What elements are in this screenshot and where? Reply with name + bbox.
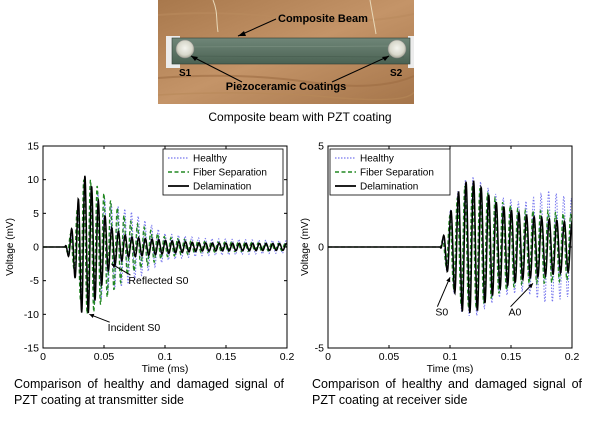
series-line-fiber-separation [43, 179, 287, 316]
composite-beam [171, 37, 411, 65]
y-tick-label: 5 [33, 208, 39, 220]
annotation-label: A0 [509, 307, 522, 319]
y-tick-label: -5 [315, 343, 324, 355]
lead-wire [369, 0, 377, 35]
piezo-coating-s1 [175, 39, 195, 59]
transmitter-caption: Comparison of healthy and damaged signal… [14, 377, 284, 407]
x-tick-label: 0.2 [565, 351, 580, 363]
lead-wire [212, 0, 219, 33]
transmitter-chart: 0 0.05 0.1 0.15 0.2 -15 -10 -5 0 5 10 15 Time (ms) Vo… [5, 141, 295, 376]
annotation-arrow [436, 277, 451, 307]
x-tick-label: 0.1 [158, 351, 173, 363]
x-tick-label: 0.2 [280, 351, 295, 363]
s2-label: S2 [390, 68, 403, 79]
series-line-delamination [328, 180, 572, 313]
legend-label: Delamination [360, 182, 418, 193]
legend-label: Healthy [193, 154, 227, 165]
annotation-arrowhead [528, 283, 533, 289]
series-line-delamination [43, 175, 287, 314]
piezo-coating-s2 [387, 39, 407, 59]
x-tick-label: 0 [325, 351, 331, 363]
y-axis-label: Voltage (mV) [5, 218, 16, 276]
legend: Healthy Fiber Separation Delamination [329, 148, 451, 196]
x-axis-label: Time (ms) [427, 363, 474, 375]
beam-clamp [408, 36, 414, 68]
x-tick-label: 0.05 [94, 351, 115, 363]
beam-label: Composite Beam [278, 13, 368, 25]
y-tick-label: -5 [30, 275, 39, 287]
annotation-label: Incident S0 [108, 322, 161, 334]
coating-arrow-left [190, 55, 243, 83]
coating-arrow-right [331, 55, 390, 83]
y-tick-label: -15 [24, 343, 39, 355]
legend: Healthy Fiber Separation Delamination [162, 148, 284, 196]
annotation-arrowhead [111, 263, 117, 268]
y-tick-label: 5 [318, 141, 324, 153]
y-tick-label: 0 [318, 242, 324, 254]
annotation-label: S0 [435, 307, 448, 319]
s1-label: S1 [179, 68, 192, 79]
x-tick-label: 0.05 [379, 351, 400, 363]
x-tick-label: 0 [40, 351, 46, 363]
x-tick-label: 0.15 [501, 351, 522, 363]
annotation-label: Reflected S0 [128, 275, 188, 287]
photo-caption: Composite beam with PZT coating [208, 110, 392, 124]
legend-label: Healthy [360, 154, 394, 165]
legend-label: Delamination [193, 182, 251, 193]
annotation-arrowhead [446, 277, 451, 283]
y-tick-label: 15 [27, 141, 39, 153]
annotation-arrowhead [89, 313, 95, 318]
y-tick-label: 0 [33, 242, 39, 254]
composite-beam-photo: Composite Beam S1 S2 Piezoceramic Coatin… [158, 0, 414, 104]
legend-label: Fiber Separation [193, 168, 267, 179]
coatings-label: Piezoceramic Coatings [226, 81, 346, 93]
receiver-caption: Comparison of healthy and damaged signal… [312, 377, 582, 407]
y-tick-label: -10 [24, 309, 39, 321]
x-tick-label: 0.1 [443, 351, 458, 363]
annotation-arrow [510, 283, 534, 308]
y-tick-label: 10 [27, 174, 39, 186]
x-axis-label: Time (ms) [142, 363, 189, 375]
y-axis-label: Voltage (mV) [300, 218, 311, 276]
x-tick-label: 0.15 [216, 351, 237, 363]
legend-label: Fiber Separation [360, 168, 434, 179]
